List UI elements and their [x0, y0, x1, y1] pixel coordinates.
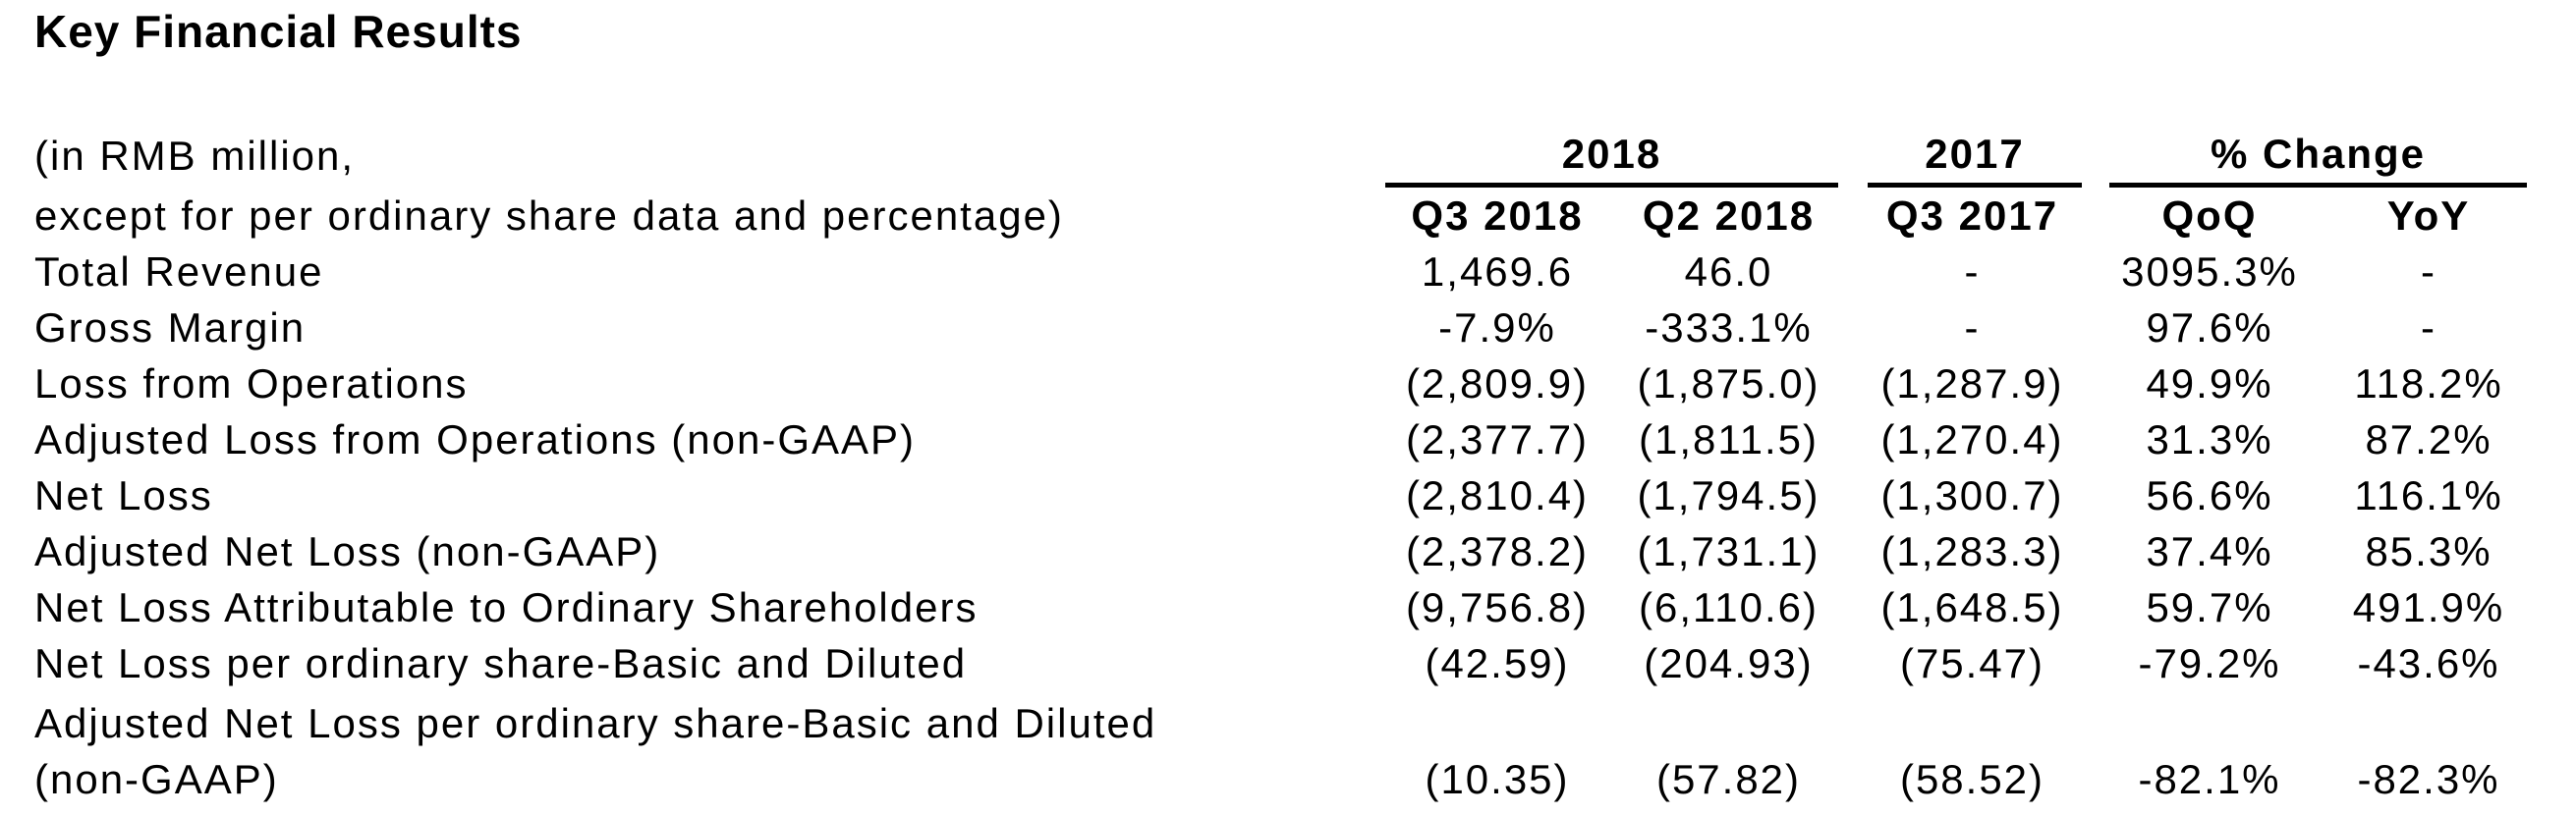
row-value: (9,756.8) — [1405, 583, 1590, 630]
row-value: -43.6% — [2357, 639, 2500, 686]
row-label: Net Loss per ordinary share-Basic and Di… — [34, 639, 968, 686]
row-value: - — [1964, 303, 1981, 351]
row-value: 59.7% — [2146, 583, 2273, 630]
row-value: 56.6% — [2146, 471, 2273, 518]
row-value: 1,469.6 — [1421, 247, 1574, 295]
table-body: Total Revenue 1,469.6 46.0-3095.3% - Gross M… — [0, 244, 2535, 810]
row-value: (1,811.5) — [1639, 415, 1819, 462]
row-value: - — [1964, 247, 1981, 295]
table-row: Net Loss per ordinary share-Basic and Di… — [0, 635, 2535, 691]
column-group-header-row: (in RMB million, 2018 2017 % Change — [0, 120, 2535, 188]
row-value: (2,809.9) — [1405, 359, 1590, 407]
row-value: -333.1% — [1645, 303, 1813, 351]
column-header-qoq: QoQ — [2161, 191, 2258, 239]
row-value: (1,875.0) — [1637, 359, 1820, 407]
row-label-line1: Adjusted Net Loss per ordinary share-Bas… — [34, 699, 1157, 746]
table-row: Net Loss Attributable to Ordinary Shareh… — [0, 579, 2535, 635]
row-value: (1,731.1) — [1637, 527, 1820, 574]
row-value: -82.1% — [2138, 756, 2281, 802]
row-value: -7.9% — [1438, 303, 1556, 351]
row-value: (1,794.5) — [1637, 471, 1820, 518]
row-value: 116.1% — [2354, 471, 2503, 518]
column-group-percent-change-label: % Change — [2109, 131, 2527, 188]
table-row: Gross Margin -7.9% -333.1% - 97.6% - — [0, 299, 2535, 355]
column-header-q2-2018: Q2 2018 — [1642, 191, 1816, 239]
column-header-q3-2017: Q3 2017 — [1885, 191, 2059, 239]
row-label: Adjusted Loss from Operations (non-GAAP) — [34, 415, 917, 462]
row-label: Adjusted Net Loss per ordinary share-Bas… — [0, 691, 1385, 810]
row-value: (57.82) — [1655, 756, 1802, 802]
table-row: Loss from Operations (2,809.9) (1,875.0) (1… — [0, 355, 2535, 411]
row-value: (1,287.9) — [1880, 359, 2064, 407]
row-value: (1,300.7) — [1880, 471, 2064, 518]
table-row: Net Loss (2,810.4) (1,794.5) (1,300.7) 56.6%… — [0, 467, 2535, 523]
row-value: 97.6% — [2146, 303, 2273, 351]
row-value: (42.59) — [1425, 639, 1570, 686]
column-header-q3-2018: Q3 2018 — [1411, 191, 1584, 239]
row-value: (6,110.6) — [1639, 583, 1819, 630]
unit-note-line1: (in RMB million, — [34, 133, 356, 179]
table-row: Adjusted Net Loss per ordinary share-Bas… — [0, 691, 2535, 810]
row-label: Adjusted Net Loss (non-GAAP) — [34, 527, 661, 574]
unit-note-line2: except for per ordinary share data and p… — [34, 191, 1064, 239]
row-value: 46.0 — [1684, 247, 1773, 295]
column-header-row: except for per ordinary share data and p… — [0, 188, 2535, 244]
row-value: (75.47) — [1899, 639, 2045, 686]
row-value: - — [2421, 303, 2436, 351]
row-value: (2,378.2) — [1405, 527, 1590, 574]
row-value: -79.2% — [2138, 639, 2281, 686]
row-label: Gross Margin — [34, 303, 307, 351]
row-value: 3095.3% — [2121, 247, 2298, 295]
column-group-2017-label: 2017 — [1868, 131, 2082, 188]
table-row: Total Revenue 1,469.6 46.0 - 3095.3% - — [0, 244, 2535, 299]
row-label: Loss from Operations — [34, 359, 469, 407]
column-group-2018-label: 2018 — [1385, 131, 1838, 188]
row-value: - — [2421, 247, 2436, 295]
column-group-2018: 2018 — [1385, 120, 1848, 188]
row-label: Net Loss Attributable to Ordinary Shareh… — [34, 583, 979, 630]
row-value: 87.2% — [2365, 415, 2492, 462]
row-value: 31.3% — [2146, 415, 2273, 462]
row-value: (1,283.3) — [1880, 527, 2064, 574]
row-value: 37.4% — [2146, 527, 2273, 574]
row-label: Net Loss — [34, 471, 213, 518]
table-row: Adjusted Loss from Operations (non-GAAP)… — [0, 411, 2535, 467]
column-header-yoy: YoY — [2386, 191, 2471, 239]
row-value: 491.9% — [2352, 583, 2505, 630]
row-value: 49.9% — [2146, 359, 2273, 407]
column-group-percent-change: % Change — [2097, 120, 2535, 188]
row-value: (2,377.7) — [1405, 415, 1590, 462]
row-value: (58.52) — [1899, 756, 2045, 802]
row-label: Total Revenue — [34, 247, 324, 295]
table-row: Adjusted Net Loss (non-GAAP) (2,378.2) (1,… — [0, 523, 2535, 579]
row-value: (1,270.4) — [1880, 415, 2064, 462]
column-group-2017: 2017 — [1848, 120, 2097, 188]
row-value: 118.2% — [2354, 359, 2503, 407]
row-value: (10.35) — [1425, 756, 1570, 802]
row-value: -82.3% — [2357, 756, 2500, 802]
row-value: 85.3% — [2365, 527, 2492, 574]
page-title: Key Financial Results — [34, 6, 523, 57]
row-label-line2: (non-GAAP) — [34, 755, 279, 802]
row-value: (1,648.5) — [1880, 583, 2064, 630]
row-value: (2,810.4) — [1405, 471, 1590, 518]
financial-results-table: (in RMB million, 2018 2017 % Change exce… — [0, 120, 2535, 810]
row-value: (204.93) — [1644, 639, 1814, 686]
